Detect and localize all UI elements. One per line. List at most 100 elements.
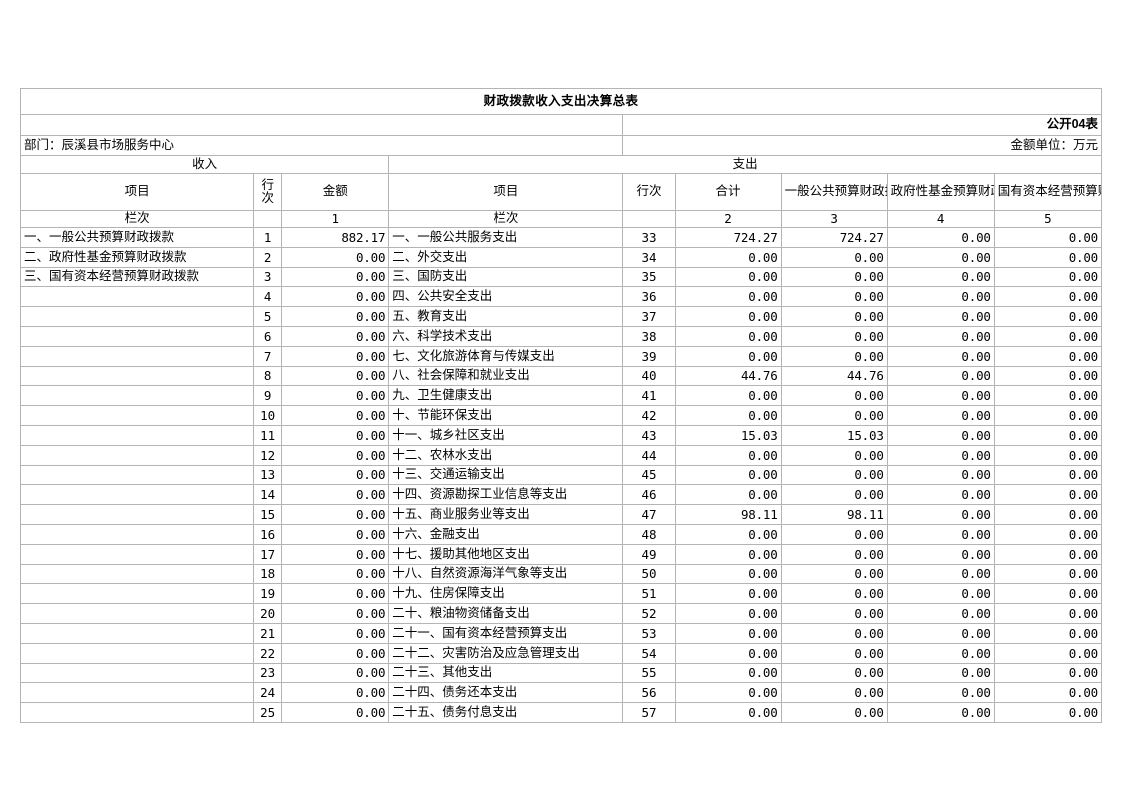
table-row: 15 0.00 十五、商业服务业等支出 47 98.11 98.11 0.00 0.00 [19,504,1103,525]
general-public-budget-cell: 0.00 [780,286,888,308]
income-item-cell [19,306,255,327]
expenditure-total-cell: 0.00 [674,563,782,585]
expenditure-rownum-cell: 46 [622,484,676,506]
income-amount-cell: 0.00 [281,603,390,624]
government-fund-budget-cell: 0.00 [886,424,995,446]
expenditure-rownum-cell: 35 [622,266,676,288]
expenditure-item-cell: 四、公共安全支出 [388,286,624,308]
general-public-budget-cell: 0.00 [780,543,888,565]
lanci-blank-expenditure-rownum [622,210,676,228]
header-income-rownum: 行次 [253,173,283,211]
expenditure-item-cell: 十三、交通运输支出 [388,464,624,486]
expenditure-total-cell: 0.00 [674,325,782,347]
expenditure-rownum-cell: 38 [622,325,676,347]
state-capital-budget-cell: 0.00 [993,702,1103,723]
income-amount-cell: 882.17 [281,227,390,248]
income-item-cell: 三、国有资本经营预算财政拨款 [19,266,255,288]
state-capital-budget-cell: 0.00 [993,563,1103,585]
income-item-cell [19,325,255,347]
table-row: 23 0.00 二十三、其他支出 55 0.00 0.00 0.00 0.00 [19,662,1103,684]
income-amount-cell: 0.00 [281,286,390,308]
general-public-budget-cell: 0.00 [780,622,888,644]
general-public-budget-cell: 0.00 [780,464,888,486]
expenditure-rownum-cell: 52 [622,603,676,624]
expenditure-total-cell: 98.11 [674,504,782,525]
expenditure-item-cell: 二十四、债务还本支出 [388,682,624,704]
expenditure-rownum-cell: 49 [622,543,676,565]
expenditure-rownum-cell: 48 [622,523,676,545]
government-fund-budget-cell: 0.00 [886,662,995,684]
government-fund-budget-cell: 0.00 [886,227,995,248]
expenditure-item-cell: 二十二、灾害防治及应急管理支出 [388,642,624,664]
income-amount-cell: 0.00 [281,563,390,585]
income-item-cell [19,662,255,684]
expenditure-total-cell: 0.00 [674,642,782,664]
table-row: 21 0.00 二十一、国有资本经营预算支出 53 0.00 0.00 0.00 0.00 [19,622,1103,644]
expenditure-total-cell: 0.00 [674,444,782,466]
state-capital-budget-cell: 0.00 [993,266,1103,288]
column-number-2: 2 [674,210,782,228]
header-government-fund-budget: 政府性基金预算财政拨款 [886,173,995,211]
income-item-cell [19,682,255,704]
government-fund-budget-cell: 0.00 [886,583,995,605]
expenditure-rownum-cell: 54 [622,642,676,664]
government-fund-budget-cell: 0.00 [886,523,995,545]
government-fund-budget-cell: 0.00 [886,385,995,407]
income-amount-cell: 0.00 [281,266,390,288]
group-header-row: 收入 支出 [19,155,1102,174]
general-public-budget-cell: 15.03 [780,424,888,446]
government-fund-budget-cell: 0.00 [886,405,995,426]
government-fund-budget-cell: 0.00 [886,642,995,664]
income-amount-cell: 0.00 [281,246,390,268]
income-item-cell [19,365,255,387]
government-fund-budget-cell: 0.00 [886,444,995,466]
state-capital-budget-cell: 0.00 [993,642,1103,664]
expenditure-total-cell: 0.00 [674,385,782,407]
government-fund-budget-cell: 0.00 [886,266,995,288]
income-item-cell [19,424,255,446]
table-row: 13 0.00 十三、交通运输支出 45 0.00 0.00 0.00 0.00 [19,464,1103,486]
table-row: 一、一般公共预算财政拨款 1 882.17 一、一般公共服务支出 33 724.27 724… [19,227,1103,248]
government-fund-budget-cell: 0.00 [886,246,995,268]
income-rownum-cell: 12 [253,444,283,466]
budget-summary-table: 财政拨款收入支出决算总表 公开04表 部门：辰溪县市场服务中心 金额单位：万元 … [19,88,1103,723]
header-general-public-budget: 一般公共预算财政拨款 [780,173,888,211]
income-rownum-cell: 8 [253,365,283,387]
table-row: 18 0.00 十八、自然资源海洋气象等支出 50 0.00 0.00 0.00 0.00 [19,563,1103,585]
expenditure-total-cell: 0.00 [674,306,782,327]
income-item-cell [19,583,255,605]
table-row: 12 0.00 十二、农林水支出 44 0.00 0.00 0.00 0.00 [19,444,1103,466]
income-amount-cell: 0.00 [281,325,390,347]
government-fund-budget-cell: 0.00 [886,622,995,644]
expenditure-item-cell: 十八、自然资源海洋气象等支出 [388,563,624,585]
income-rownum-cell: 2 [253,246,283,268]
government-fund-budget-cell: 0.00 [886,563,995,585]
income-amount-cell: 0.00 [281,642,390,664]
expenditure-total-cell: 0.00 [674,345,782,367]
income-rownum-cell: 13 [253,464,283,486]
table-row: 5 0.00 五、教育支出 37 0.00 0.00 0.00 0.00 [19,306,1103,327]
income-item-cell [19,345,255,367]
government-fund-budget-cell: 0.00 [886,286,995,308]
expenditure-total-cell: 0.00 [674,662,782,684]
expenditure-item-cell: 十九、住房保障支出 [388,583,624,605]
form-code-label: 公开04表 [622,114,1102,136]
expenditure-item-cell: 二十、粮油物资储备支出 [388,603,624,624]
expenditure-item-cell: 十一、城乡社区支出 [388,424,624,446]
table-row: 10 0.00 十、节能环保支出 42 0.00 0.00 0.00 0.00 [19,405,1103,426]
expenditure-item-cell: 十六、金融支出 [388,523,624,545]
general-public-budget-cell: 0.00 [780,246,888,268]
expenditure-total-cell: 0.00 [674,523,782,545]
income-rownum-cell: 18 [253,563,283,585]
state-capital-budget-cell: 0.00 [993,543,1103,565]
income-item-cell: 二、政府性基金预算财政拨款 [19,246,255,268]
general-public-budget-cell: 0.00 [780,306,888,327]
income-item-cell [19,603,255,624]
expenditure-total-cell: 15.03 [674,424,782,446]
government-fund-budget-cell: 0.00 [886,484,995,506]
state-capital-budget-cell: 0.00 [993,424,1103,446]
lanci-label-expenditure: 栏次 [388,210,624,228]
expenditure-item-cell: 六、科学技术支出 [388,325,624,347]
income-item-cell [19,444,255,466]
general-public-budget-cell: 0.00 [780,484,888,506]
